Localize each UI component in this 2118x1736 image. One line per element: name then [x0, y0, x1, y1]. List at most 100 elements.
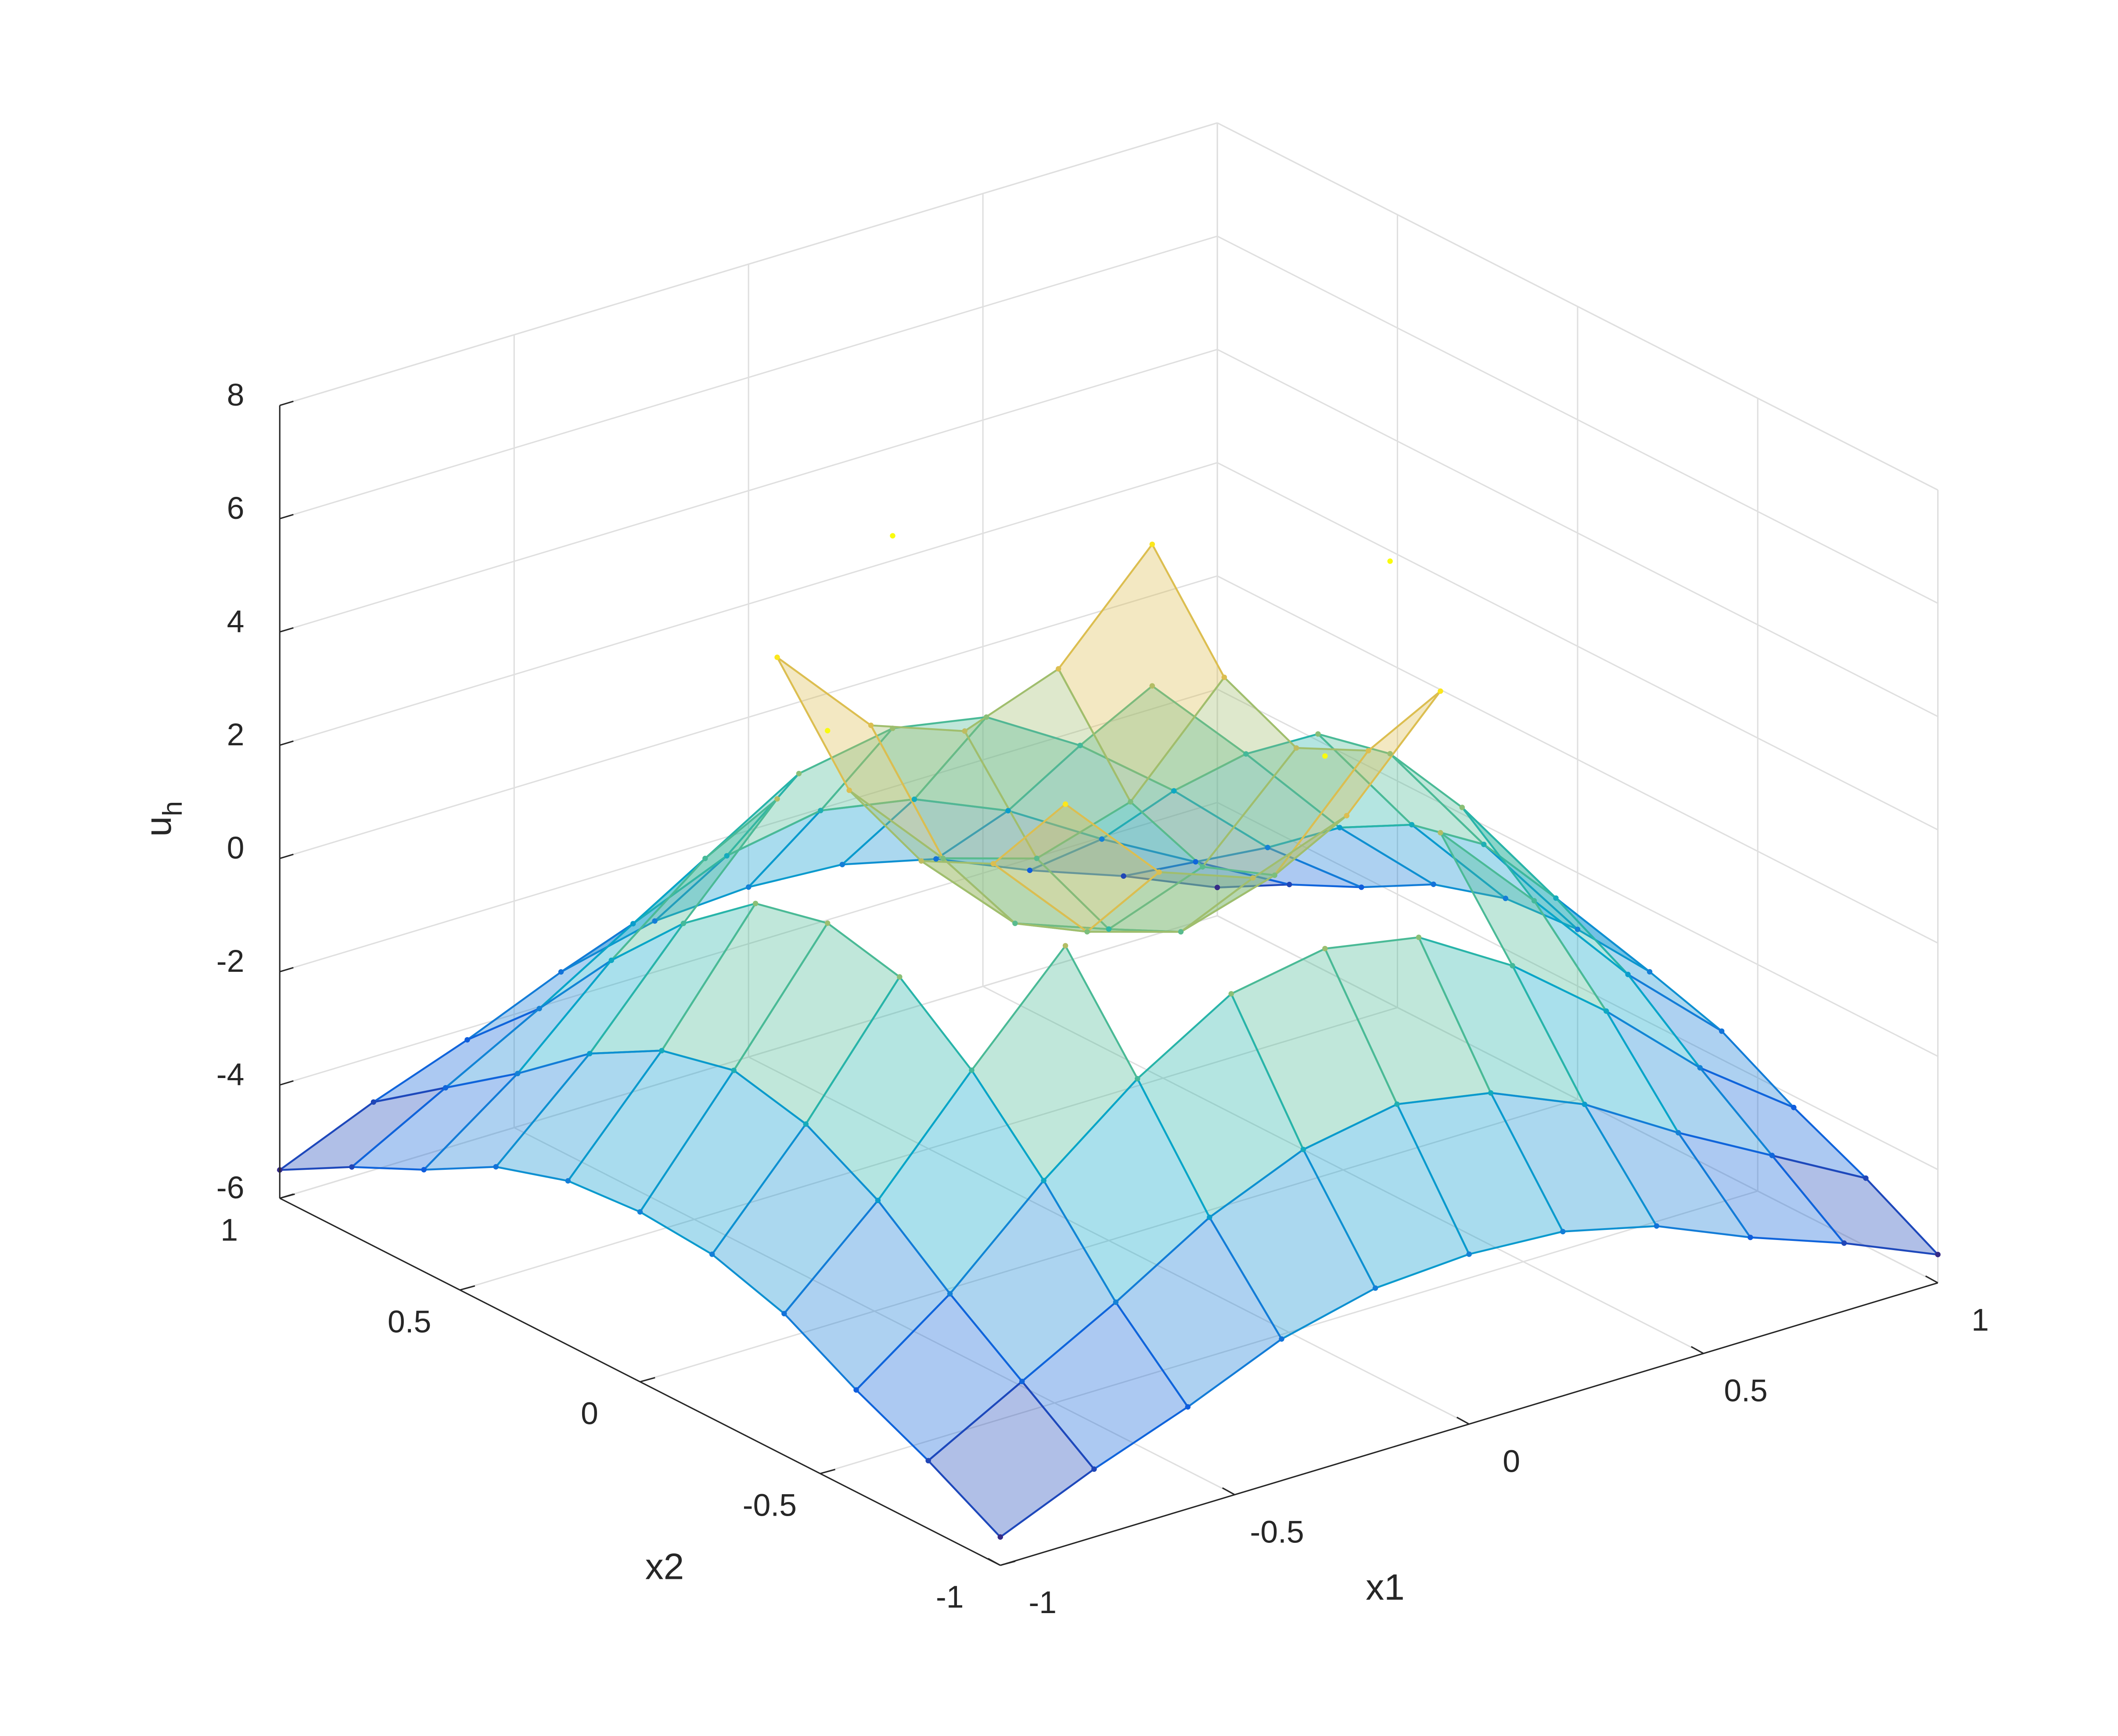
y-axis-label: x2: [645, 1546, 684, 1587]
mesh-vertex: [1228, 991, 1234, 997]
mesh-vertex: [752, 901, 759, 906]
z-tick: [279, 853, 294, 859]
mesh-vertex: [839, 862, 845, 867]
mesh-vertex: [1062, 943, 1068, 949]
mesh-vertex: [1272, 872, 1277, 878]
mesh-vertex: [1149, 541, 1155, 547]
grid-line: [460, 1006, 1398, 1291]
mesh-vertex: [890, 726, 895, 731]
mesh-vertex: [637, 1209, 643, 1215]
mesh-vertex: [1387, 558, 1393, 564]
mesh-vertex: [997, 1534, 1003, 1540]
mesh-vertex: [1387, 751, 1393, 757]
mesh-vertex: [1654, 1223, 1660, 1229]
mesh-vertex: [1121, 873, 1126, 879]
mesh-vertex: [803, 1121, 809, 1127]
mesh-vertex: [875, 1197, 881, 1204]
mesh-vertex: [709, 1251, 715, 1257]
mesh-vertex: [1582, 1101, 1587, 1107]
mesh-vertex: [846, 787, 852, 793]
mesh-vertex: [1113, 1299, 1119, 1305]
z-tick: [279, 740, 294, 746]
mesh-vertex: [969, 1067, 974, 1073]
z-tick-label: -4: [216, 1057, 245, 1092]
mesh-vertex: [1394, 1101, 1400, 1107]
mesh-vertex: [853, 1387, 859, 1393]
surface: [277, 533, 1941, 1540]
x-tick-label: 0.5: [1724, 1373, 1767, 1409]
mesh-vertex: [702, 855, 708, 861]
mesh-vertex: [1431, 881, 1436, 887]
z-tick: [279, 514, 294, 520]
mesh-vertex: [1337, 825, 1343, 830]
mesh-vertex: [1019, 1379, 1025, 1384]
z-tick: [279, 967, 294, 973]
mesh-vertex: [1077, 743, 1083, 748]
mesh-vertex: [818, 808, 823, 813]
mesh-vertex: [1300, 1147, 1306, 1152]
y-tick-label: -1: [936, 1580, 964, 1615]
z-tick-label: -2: [216, 944, 245, 979]
mesh-vertex: [1062, 801, 1068, 807]
mesh-vertex: [1243, 751, 1249, 757]
mesh-vertex: [990, 861, 996, 866]
z-tick-label: 4: [227, 604, 245, 639]
mesh-vertex: [1185, 1404, 1191, 1410]
mesh-vertex: [1676, 1130, 1681, 1136]
z-tick-label: 6: [227, 491, 245, 526]
x-tick-label: -1: [1028, 1585, 1057, 1620]
mesh-vertex: [1106, 926, 1112, 932]
mesh-vertex: [630, 921, 636, 927]
x-tick-label: 1: [1971, 1303, 1989, 1338]
mesh-vertex: [680, 920, 687, 926]
mesh-vertex: [1041, 1178, 1046, 1183]
z-tick: [279, 627, 294, 633]
x-axis-line: [1000, 1282, 1938, 1566]
mesh-vertex: [1791, 1104, 1797, 1111]
x-tick-label: -0.5: [1250, 1514, 1304, 1549]
mesh-vertex: [1481, 841, 1487, 847]
y-tick: [640, 1377, 655, 1383]
mesh-vertex: [1372, 1285, 1378, 1291]
mesh-vertex: [1135, 1076, 1140, 1082]
mesh-vertex: [1553, 895, 1559, 901]
mesh-vertex: [464, 1037, 470, 1043]
mesh-vertex: [1293, 745, 1299, 751]
mesh-vertex: [1697, 1065, 1703, 1071]
mesh-vertex: [1603, 1008, 1609, 1014]
mesh-vertex: [1488, 1090, 1494, 1096]
grid-line: [640, 1098, 1578, 1383]
mesh-vertex: [1531, 898, 1537, 904]
z-tick: [279, 1080, 294, 1086]
z-tick-label: 0: [227, 830, 245, 866]
mesh-vertex: [659, 1048, 665, 1053]
z-tick-label: 2: [227, 717, 245, 752]
x-tick: [1690, 1346, 1704, 1354]
mesh-vertex: [731, 1067, 737, 1073]
mesh-vertex: [370, 1099, 377, 1105]
mesh-vertex: [608, 957, 615, 963]
mesh-vertex: [442, 1085, 449, 1091]
mesh-vertex: [1359, 884, 1364, 890]
mesh-vertex: [868, 722, 874, 728]
z-tick: [279, 400, 294, 406]
mesh-vertex: [911, 796, 917, 802]
mesh-vertex: [1012, 920, 1018, 926]
mesh-vertex: [940, 855, 946, 861]
mesh-vertex: [1315, 731, 1321, 737]
y-tick-label: 0: [581, 1396, 598, 1431]
mesh-vertex: [349, 1164, 355, 1170]
mesh-vertex: [1863, 1175, 1869, 1181]
mesh-vertex: [1091, 1466, 1097, 1472]
mesh-vertex: [774, 654, 780, 660]
mesh-vertex: [925, 1458, 931, 1463]
y-tick: [279, 1193, 295, 1199]
mesh-vertex: [724, 853, 730, 859]
mesh-vertex: [1149, 683, 1155, 689]
mesh-vertex: [1279, 1336, 1284, 1342]
mesh-vertex: [796, 771, 802, 776]
mesh-vertex: [897, 974, 903, 980]
mesh-vertex: [1193, 859, 1198, 865]
